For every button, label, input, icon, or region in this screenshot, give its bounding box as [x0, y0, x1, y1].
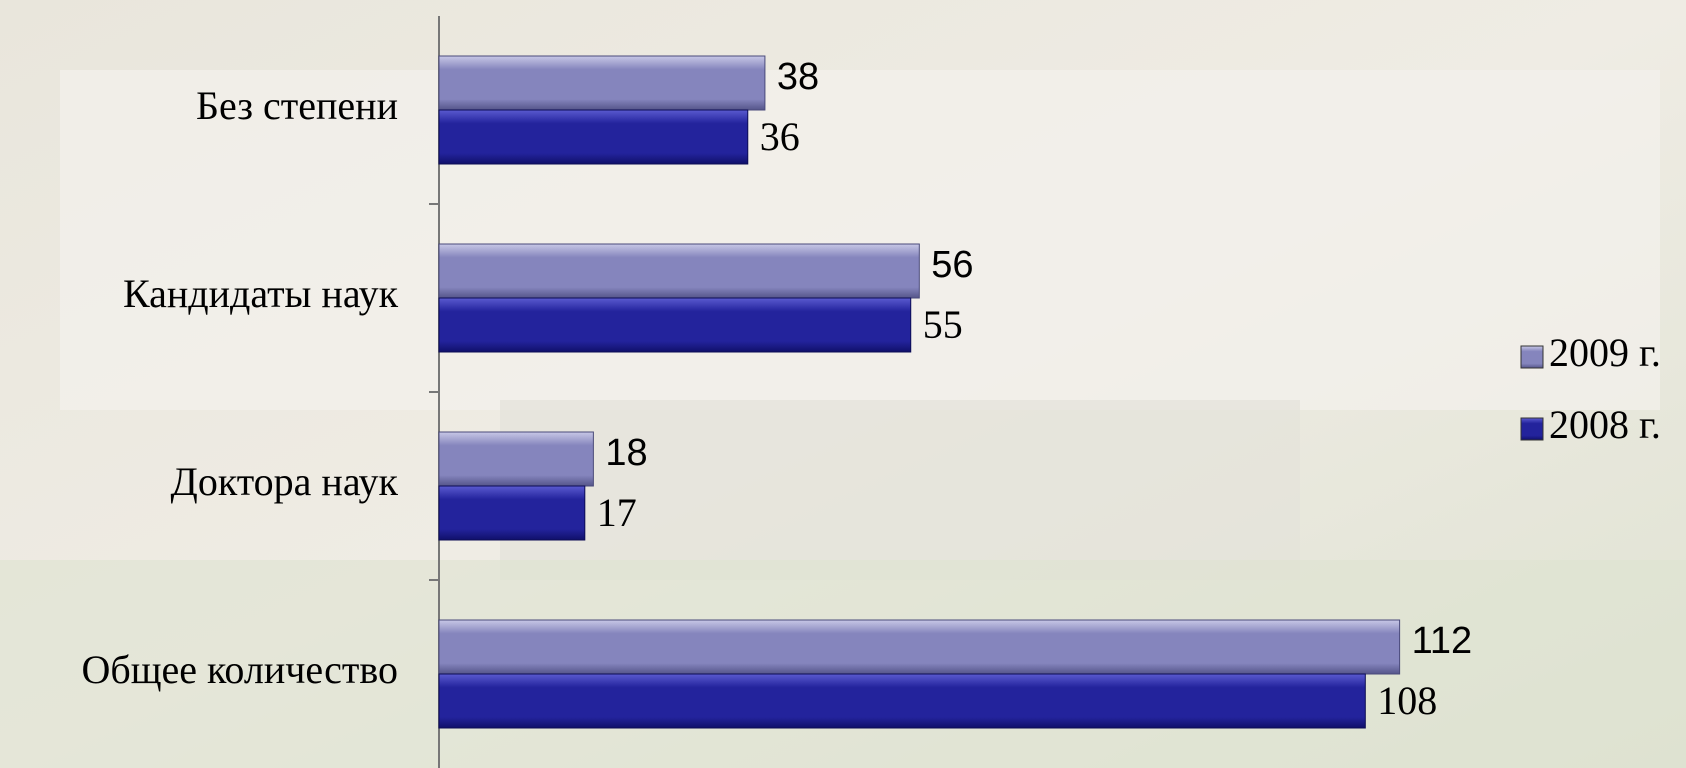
bar	[438, 297, 912, 353]
bar	[438, 109, 749, 165]
value-label: 56	[931, 244, 973, 286]
background-building	[500, 400, 1300, 580]
value-label: 108	[1377, 678, 1437, 723]
bar	[438, 431, 594, 487]
value-label: 18	[605, 432, 647, 474]
bar	[438, 619, 1401, 675]
category-label: Без степени	[196, 83, 398, 128]
bar	[438, 673, 1366, 729]
bar	[438, 55, 766, 111]
bar	[438, 485, 586, 541]
value-label: 38	[777, 56, 819, 98]
value-label: 36	[760, 114, 800, 159]
bar	[438, 243, 920, 299]
value-label: 17	[597, 490, 637, 535]
background-building	[60, 70, 1660, 410]
value-label: 112	[1412, 620, 1473, 662]
legend-label: 2009 г.	[1549, 330, 1661, 375]
value-label: 55	[923, 302, 963, 347]
category-label: Кандидаты наук	[123, 271, 399, 316]
legend-swatch	[1520, 345, 1544, 369]
legend-swatch	[1520, 417, 1544, 441]
category-label: Доктора наук	[171, 459, 399, 504]
category-label: Общее количество	[81, 647, 398, 692]
legend-label: 2008 г.	[1549, 402, 1661, 447]
